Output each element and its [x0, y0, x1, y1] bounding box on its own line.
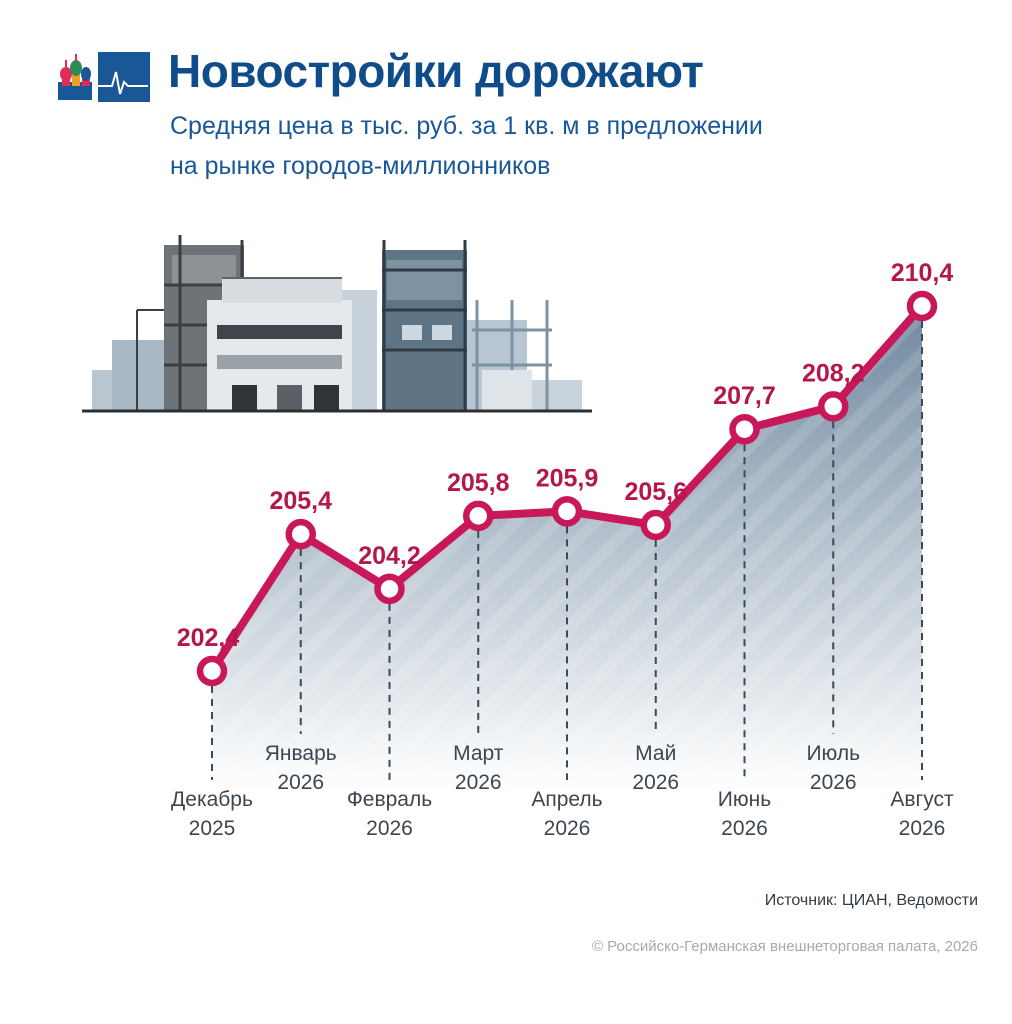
- data-label: 202,4: [177, 624, 240, 652]
- source-note: Источник: ЦИАН, Ведомости: [764, 892, 978, 909]
- data-label: 210,4: [891, 259, 954, 287]
- x-tick-label: Март: [453, 742, 504, 765]
- x-tick-label: Январь: [265, 742, 337, 765]
- data-point: [729, 413, 760, 445]
- data-point: [285, 518, 316, 550]
- data-point: [196, 655, 228, 687]
- data-point: [640, 509, 671, 541]
- x-tick-label: Май: [635, 742, 676, 765]
- data-point: [551, 496, 583, 527]
- x-tick-label: 2025: [189, 817, 236, 840]
- subtitle-line-2: на рынке городов-миллионников: [170, 152, 551, 180]
- data-label: 205,9: [536, 464, 599, 492]
- x-tick-label: 2026: [544, 817, 591, 840]
- data-markers: [196, 290, 938, 687]
- x-tick-label: 2026: [810, 771, 857, 794]
- x-tick-label: 2026: [455, 771, 502, 794]
- data-point: [463, 500, 494, 532]
- logo-icon: [50, 52, 150, 102]
- x-tick-label: Декабрь: [171, 788, 253, 811]
- x-tick-label: Февраль: [347, 788, 432, 811]
- buildings-under-construction-icon: [82, 235, 592, 413]
- x-tick-label: 2026: [721, 817, 768, 840]
- x-tick-label: 2026: [632, 771, 679, 794]
- page-title: Новостройки дорожают: [168, 45, 704, 97]
- data-label: 205,8: [447, 469, 510, 497]
- subtitle-line-1: Средняя цена в тыс. руб. за 1 кв. м в пр…: [170, 112, 763, 140]
- x-tick-label: 2026: [277, 771, 324, 794]
- data-point: [818, 391, 849, 422]
- data-point: [374, 573, 405, 605]
- x-tick-label: Июль: [806, 742, 860, 765]
- x-tick-label: 2026: [366, 817, 413, 840]
- data-label: 205,4: [269, 487, 332, 515]
- x-tick-label: Июнь: [718, 788, 771, 811]
- data-label: 207,7: [713, 382, 776, 410]
- data-label: 205,6: [624, 478, 687, 506]
- x-tick-label: Апрель: [531, 788, 602, 811]
- category-guide-lines: [211, 321, 923, 780]
- x-axis-tick-labels: Декабрь 2025 Январь 2026 Февраль 2026 Март 2026…: [171, 742, 954, 840]
- data-point: [906, 290, 938, 322]
- data-label: 208,2: [802, 359, 865, 387]
- data-labels: 202,4 205,4 204,2 205,8 205,9 205,6 207,7 208,2…: [177, 259, 954, 652]
- x-tick-label: Август: [890, 788, 954, 811]
- x-tick-label: 2026: [899, 817, 946, 840]
- data-label: 204,2: [358, 542, 421, 570]
- copyright-note: © Российско-Германская внешнеторговая па…: [591, 938, 978, 955]
